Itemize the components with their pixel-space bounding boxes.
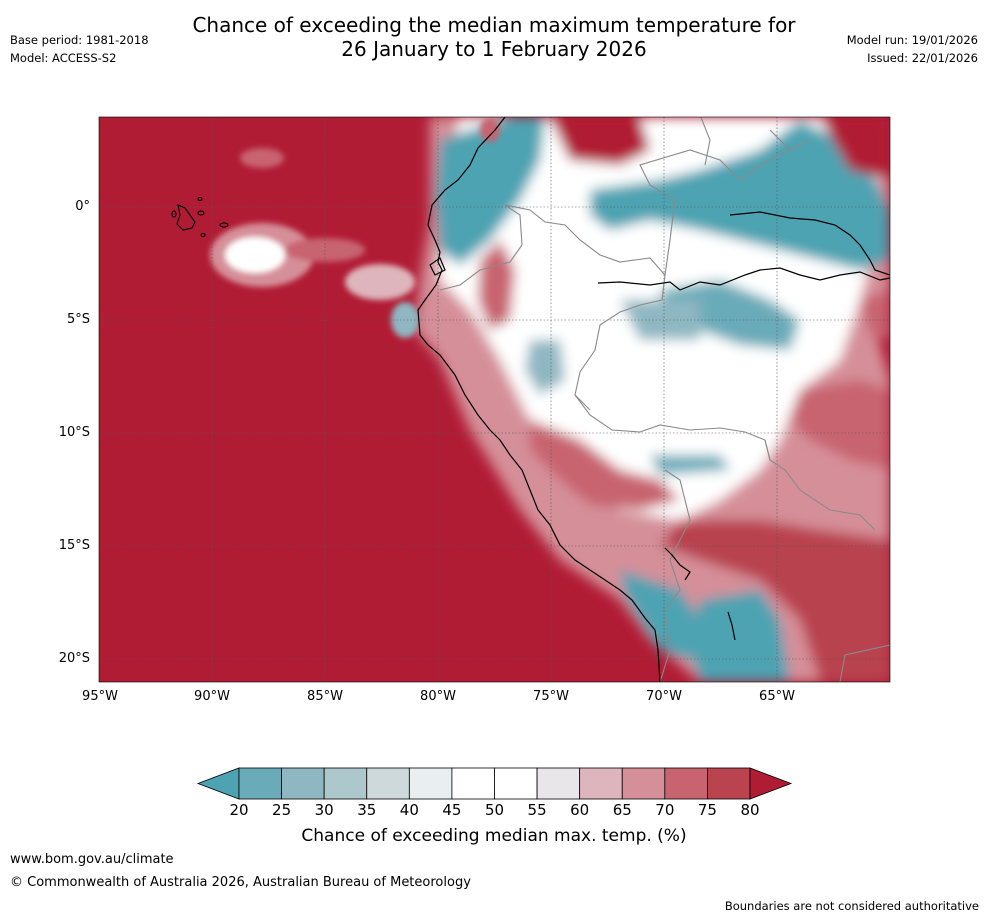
lon-label-95w: 95°W <box>82 689 118 704</box>
map-frame <box>98 116 891 683</box>
colorbar-tick-label: 20 <box>229 801 249 819</box>
colorbar-tick-label: 25 <box>272 801 292 819</box>
offshore-anomaly-patches <box>210 118 500 338</box>
lon-label-75w: 75°W <box>533 689 569 704</box>
issued-text: Issued: 22/01/2026 <box>867 51 978 65</box>
colorbar-tick-label: 30 <box>314 801 334 819</box>
colorbar-tick-label: 45 <box>442 801 462 819</box>
colorbar-tick-label: 55 <box>527 801 547 819</box>
lat-label-10s: 10°S <box>58 425 90 440</box>
colorbar-tick-label: 40 <box>399 801 419 819</box>
model-run-text: Model run: 19/01/2026 <box>846 33 978 47</box>
lon-label-70w: 70°W <box>646 689 682 704</box>
colorbar-tick-label: 70 <box>655 801 675 819</box>
website-text: www.bom.gov.au/climate <box>10 852 174 867</box>
title-line-1: Chance of exceeding the median maximum t… <box>192 13 796 37</box>
colorbar-title: Chance of exceeding median max. temp. (%… <box>301 826 687 846</box>
coastline <box>417 117 890 682</box>
base-period-text: Base period: 1981-2018 <box>10 33 149 47</box>
map-plot-area <box>99 117 890 682</box>
copyright-text: © Commonwealth of Australia 2026, Austra… <box>10 875 471 890</box>
map-title: Chance of exceeding the median maximum t… <box>0 13 988 61</box>
country-borders <box>439 117 890 682</box>
lat-label-20s: 20°S <box>58 651 90 666</box>
lon-label-80w: 80°W <box>420 689 456 704</box>
model-text: Model: ACCESS-S2 <box>10 51 117 65</box>
colorbar-tick-label: 50 <box>484 801 505 819</box>
colorbar-tick-label: 75 <box>697 801 717 819</box>
lat-label-15s: 15°S <box>58 538 90 553</box>
colorbar-tick-label: 35 <box>357 801 377 819</box>
lon-label-90w: 90°W <box>194 689 230 704</box>
colorbar-tick-label: 60 <box>570 801 590 819</box>
disclaimer-text: Boundaries are not considered authoritat… <box>724 899 979 913</box>
colorbar-tick-label: 80 <box>740 801 760 819</box>
colorbar-tick-label: 65 <box>612 801 632 819</box>
header-meta-left: Base period: 1981-2018 Model: ACCESS-S2 <box>10 31 149 67</box>
galapagos-islands <box>171 196 229 238</box>
lon-label-85w: 85°W <box>307 689 343 704</box>
graticule <box>99 117 890 682</box>
header-meta-right: Model run: 19/01/2026 Issued: 22/01/2026 <box>847 31 978 67</box>
lat-label-5s: 5°S <box>66 312 90 327</box>
lat-label-0: 0° <box>75 199 90 214</box>
lon-label-65w: 65°W <box>759 689 795 704</box>
title-line-2: 26 January to 1 February 2026 <box>341 37 647 61</box>
land-probability-field <box>415 117 890 682</box>
